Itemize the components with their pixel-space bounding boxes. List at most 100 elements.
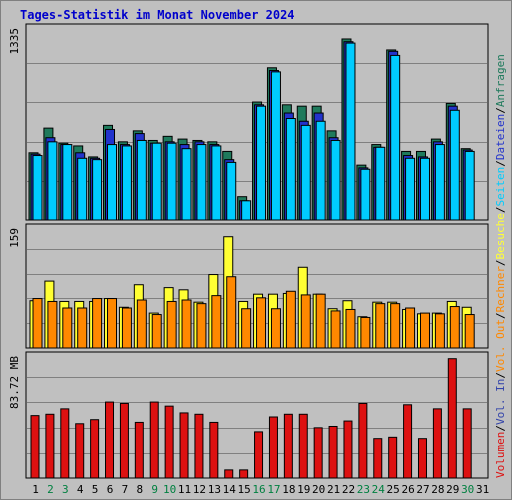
x-tick-label: 22 — [342, 483, 355, 496]
x-tick-label: 25 — [387, 483, 400, 496]
volumen-bar — [224, 469, 234, 479]
x-tick-label: 30 — [461, 483, 474, 496]
rechner-bar — [449, 306, 460, 349]
x-tick-label: 6 — [107, 483, 114, 496]
legend-separator: / — [494, 206, 507, 213]
volumen-bar — [119, 402, 129, 479]
volumen-bar — [447, 358, 457, 479]
seiten-bar — [196, 144, 207, 221]
rechner-bar — [196, 303, 207, 349]
volumen-bar — [30, 415, 40, 479]
seiten-bar — [345, 42, 356, 221]
legend: Volumen/Vol. In/Vol. Out/Rechner/Besuche… — [494, 54, 507, 478]
rechner-bar — [181, 299, 192, 349]
x-tick-label: 27 — [416, 483, 429, 496]
y-tick-label: 1335 — [8, 28, 21, 55]
volumen-bar — [149, 401, 159, 479]
legend-separator: / — [494, 259, 507, 266]
legend-item: Vol. In — [494, 379, 507, 425]
volumen-bar — [358, 402, 368, 479]
volumen-bar — [194, 413, 204, 479]
volumen-bar — [298, 413, 308, 479]
seiten-bar — [226, 161, 237, 221]
volumen-bar — [388, 436, 398, 479]
volumen-bar — [283, 413, 293, 479]
x-tick-label: 7 — [122, 483, 129, 496]
volumen-bar — [403, 404, 413, 479]
x-tick-label: 24 — [372, 483, 386, 496]
x-tick-label: 16 — [252, 483, 265, 496]
legend-separator: / — [494, 107, 507, 114]
rechner-bar — [241, 308, 252, 349]
volumen-bar — [134, 421, 144, 479]
seiten-bar — [47, 141, 58, 221]
legend-item: Volumen — [494, 432, 507, 478]
x-tick-label: 28 — [431, 483, 444, 496]
rechner-bar — [166, 300, 177, 349]
x-tick-label: 14 — [223, 483, 237, 496]
seiten-bar — [181, 148, 192, 221]
x-tick-label: 2 — [47, 483, 54, 496]
x-tick-label: 11 — [178, 483, 191, 496]
rechner-bar — [315, 293, 326, 349]
seiten-bar — [77, 157, 88, 221]
x-tick-label: 29 — [446, 483, 459, 496]
seiten-bar — [121, 145, 132, 221]
rechner-bar — [226, 276, 237, 349]
seiten-bar — [92, 159, 103, 221]
seiten-bar — [151, 142, 162, 221]
legend-separator: / — [494, 312, 507, 319]
rechner-bar — [345, 308, 356, 349]
seiten-bar — [375, 146, 386, 221]
volumen-bar — [417, 438, 427, 479]
x-tick-label: 8 — [137, 483, 144, 496]
seiten-bar — [419, 157, 430, 221]
volumen-bar — [328, 425, 338, 479]
volumen-bar — [75, 423, 85, 479]
seiten-bar — [315, 120, 326, 221]
seiten-bar — [464, 150, 475, 221]
seiten-bar — [107, 144, 118, 221]
rechner-bar — [107, 298, 118, 349]
seiten-bar — [241, 200, 252, 221]
rechner-bar — [390, 303, 401, 349]
seiten-bar — [360, 168, 371, 221]
volumen-bar — [432, 408, 442, 479]
rechner-bar — [464, 314, 475, 349]
rechner-bar — [151, 314, 162, 349]
rechner-bar — [375, 303, 386, 349]
seiten-bar — [32, 155, 43, 221]
legend-separator: / — [494, 372, 507, 379]
x-tick-label: 21 — [327, 483, 340, 496]
legend-separator: / — [494, 160, 507, 167]
rechner-bar — [360, 316, 371, 349]
seiten-bar — [449, 109, 460, 221]
x-tick-label: 18 — [282, 483, 295, 496]
x-tick-label: 3 — [62, 483, 69, 496]
seiten-bar — [136, 139, 147, 221]
x-tick-label: 26 — [401, 483, 414, 496]
rechner-bar — [92, 298, 103, 349]
volumen-bar — [164, 405, 174, 479]
seiten-bar — [211, 145, 222, 221]
volumen-bar — [45, 413, 55, 479]
seiten-bar — [330, 139, 341, 221]
x-tick-label: 20 — [312, 483, 325, 496]
volumen-bar — [343, 420, 353, 479]
rechner-bar — [285, 290, 296, 349]
x-tick-label: 4 — [77, 483, 84, 496]
legend-separator: / — [494, 425, 507, 432]
legend-item: Rechner — [494, 266, 507, 313]
rechner-bar — [300, 294, 311, 349]
x-tick-label: 10 — [163, 483, 176, 496]
rechner-bar — [434, 313, 445, 349]
volumen-bar — [373, 438, 383, 479]
volumen-bar — [268, 416, 278, 479]
seiten-bar — [390, 54, 401, 221]
seiten-bar — [62, 144, 73, 221]
rechner-bar — [419, 312, 430, 349]
seiten-bar — [166, 142, 177, 221]
x-tick-label: 1 — [32, 483, 39, 496]
seiten-bar — [300, 124, 311, 221]
x-tick-label: 13 — [208, 483, 221, 496]
